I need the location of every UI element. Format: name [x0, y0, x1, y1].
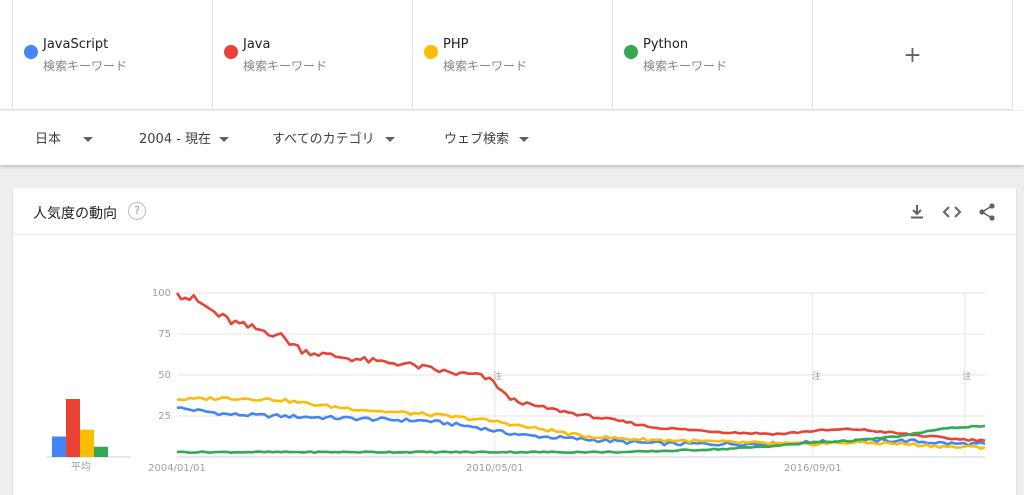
card-title: 人気度の動向	[33, 206, 117, 222]
note-marker: 注	[812, 370, 821, 382]
note-marker: 注	[962, 370, 971, 382]
card-header: 人気度の動向 ?	[13, 188, 1016, 235]
average-bar-java	[66, 399, 80, 457]
term-php[interactable]: PHP 検索キーワード	[412, 0, 612, 110]
share-icon[interactable]	[977, 202, 997, 222]
chevron-down-icon	[83, 137, 94, 142]
term-python[interactable]: Python 検索キーワード	[612, 0, 812, 110]
chart-series	[175, 292, 986, 454]
term-java[interactable]: Java 検索キーワード	[212, 0, 412, 110]
x-tick-label: 2004/01/01	[148, 463, 206, 474]
term-color-dot	[24, 45, 38, 59]
period-label: 2004 - 現在	[139, 132, 212, 147]
y-tick-label: 100	[152, 288, 171, 299]
term-name: JavaScript	[43, 37, 109, 52]
y-tick-label: 50	[158, 370, 171, 381]
search-type-label: ウェブ検索	[444, 132, 510, 147]
average-label: 平均	[71, 461, 91, 473]
average-bar-php	[80, 429, 94, 457]
term-color-dot	[224, 45, 238, 59]
chevron-down-icon	[519, 137, 530, 142]
period-dropdown[interactable]: 2004 - 現在	[139, 128, 230, 147]
term-name: PHP	[443, 37, 469, 52]
note-marker: 注	[493, 370, 502, 382]
series-line-php	[176, 396, 986, 450]
interest-chart: 平均 25 50 75 100 2004/01/01 2010/05/01 2016/09/…	[47, 288, 986, 474]
chart-grid	[177, 292, 985, 458]
chevron-down-icon	[219, 137, 230, 142]
term-type-label: 検索キーワード	[243, 59, 328, 73]
filter-bar: 日本 2004 - 現在 すべてのカテゴリ ウェブ検索	[0, 111, 1024, 165]
search-terms-bar: JavaScript 検索キーワード Java 検索キーワード PHP 検索キー…	[0, 0, 1024, 110]
region-label: 日本	[35, 132, 62, 147]
term-name: Java	[243, 37, 271, 52]
search-type-dropdown[interactable]: ウェブ検索	[444, 128, 530, 147]
y-tick-label: 75	[158, 329, 171, 340]
series-line-java	[175, 292, 986, 443]
category-label: すべてのカテゴリ	[272, 132, 375, 147]
average-bar-python	[94, 446, 108, 457]
download-icon[interactable]	[907, 202, 927, 222]
help-circle-icon[interactable]: ?	[128, 202, 146, 220]
terms-bar-edge	[1012, 0, 1024, 110]
category-dropdown[interactable]: すべてのカテゴリ	[272, 128, 395, 147]
x-tick-label: 2016/09/01	[784, 463, 842, 474]
y-tick-label: 25	[158, 411, 171, 422]
term-name: Python	[643, 37, 689, 52]
chevron-down-icon	[384, 137, 395, 142]
average-bar-javascript	[52, 436, 66, 457]
embed-code-icon[interactable]	[942, 202, 962, 222]
term-type-label: 検索キーワード	[643, 59, 728, 73]
series-line-python	[176, 424, 986, 454]
region-dropdown[interactable]: 日本	[35, 128, 94, 147]
chart-labels: 25 50 75 100 2004/01/01 2010/05/01 2016/09/01 注…	[148, 288, 971, 474]
term-type-label: 検索キーワード	[443, 59, 528, 73]
average-bars: 平均	[47, 399, 131, 473]
term-color-dot	[424, 45, 438, 59]
plus-icon: +	[903, 42, 922, 68]
interest-over-time-card: 人気度の動向 ? 平均 25 50 75 100 2004/01/01 2010/05/0…	[13, 188, 1016, 495]
term-type-label: 検索キーワード	[43, 59, 128, 73]
term-color-dot	[624, 45, 638, 59]
term-javascript[interactable]: JavaScript 検索キーワード	[12, 0, 212, 110]
add-term-button[interactable]: +	[812, 0, 1012, 110]
x-tick-label: 2010/05/01	[466, 463, 524, 474]
